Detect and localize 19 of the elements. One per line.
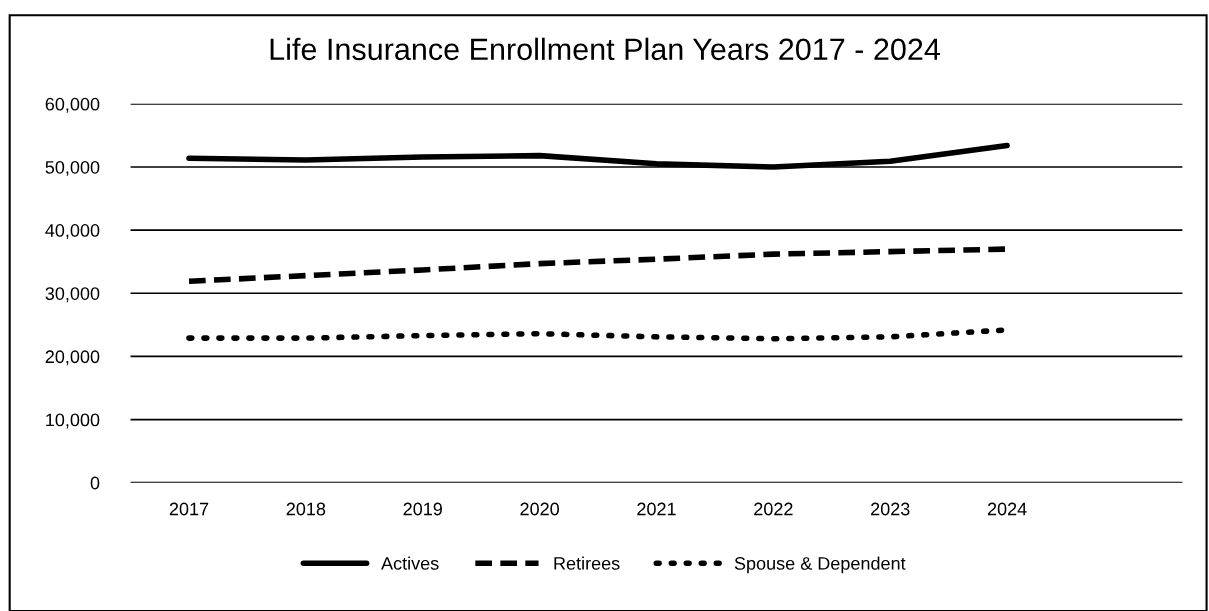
legend-label: Actives xyxy=(381,556,439,570)
y-tick-label: 60,000 xyxy=(45,97,100,113)
x-tick-label: 2019 xyxy=(403,502,442,516)
x-tick-label: 2024 xyxy=(987,502,1027,516)
y-tick-label: 10,000 xyxy=(46,413,100,429)
y-tick-label: 40,000 xyxy=(45,224,100,239)
x-tick-label: 2020 xyxy=(520,502,559,516)
x-tick-label: 2022 xyxy=(754,502,793,516)
y-tick-label: 20,000 xyxy=(45,350,100,366)
y-tick-label: 50,000 xyxy=(45,160,100,176)
x-tick-label: 2018 xyxy=(286,502,326,516)
x-tick-label: 2017 xyxy=(169,502,209,516)
legend-label: Retirees xyxy=(554,556,620,570)
y-tick-label: 30,000 xyxy=(45,287,100,303)
x-tick-label: 2023 xyxy=(871,502,910,516)
x-tick-label: 2021 xyxy=(637,502,676,516)
y-tick-label: 0 xyxy=(90,476,100,490)
legend-label: Spouse & Dependent xyxy=(734,556,906,574)
chart-title: Life Insurance Enrollment Plan Years 2017 - 2024 xyxy=(270,37,940,61)
